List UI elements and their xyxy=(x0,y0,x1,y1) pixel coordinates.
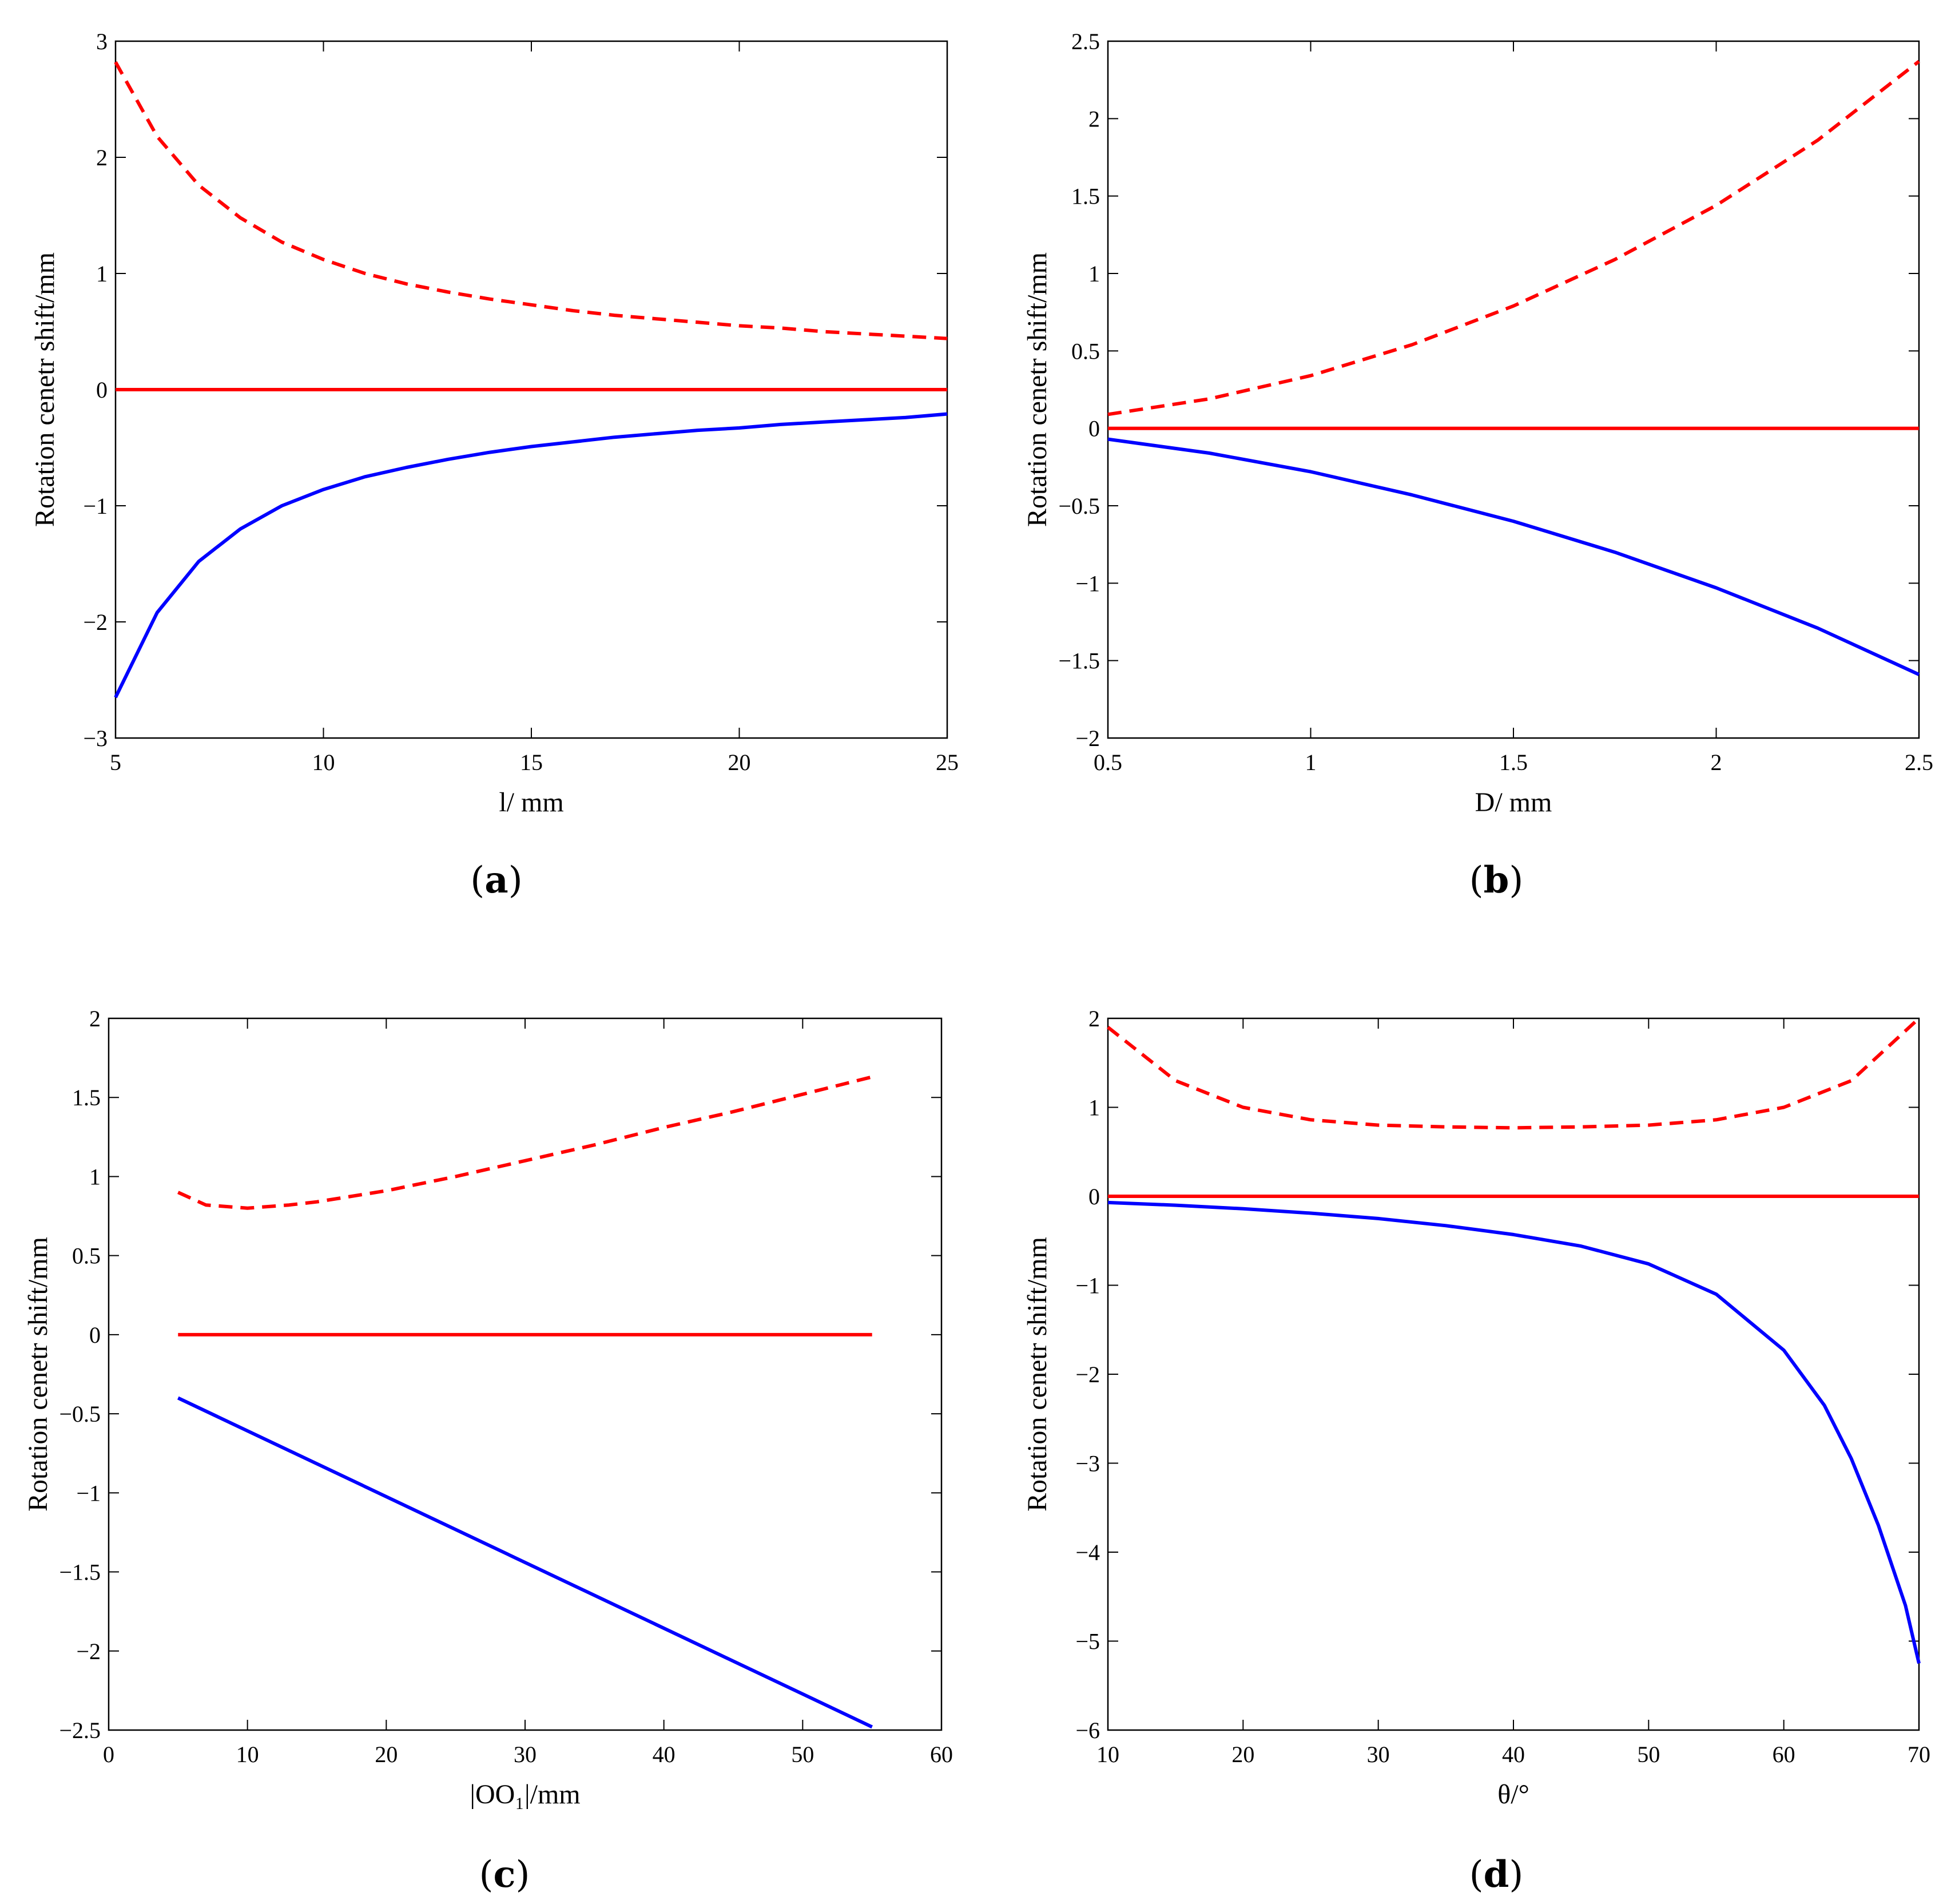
y-tick-label: −6 xyxy=(1075,1717,1100,1743)
subplot-b: 0.5 1 1.5 2 2.5 −2 −1.5 −1 −0.5 0 0.5 1 1.5 2 2.5 D/ mm… xyxy=(1022,29,1933,902)
x-tick-label: 15 xyxy=(520,749,543,775)
y-axis-label: Rotation cenetr shift/mm xyxy=(23,1237,53,1512)
series-line-0 xyxy=(177,1075,873,1210)
x-tick-label: 5 xyxy=(110,749,121,775)
y-tick-label: −1 xyxy=(1075,570,1100,596)
subplot-c: 0 10 20 30 40 50 60 −2.5 −2 −1.5 −1 −0.5 0 0.5 1 1.5 2 |O… xyxy=(23,1006,953,1896)
series-line-2 xyxy=(1107,1200,1921,1664)
x-tick-label: 40 xyxy=(653,1742,676,1767)
series-line-0 xyxy=(1107,60,1920,416)
x-axis-label: θ/° xyxy=(1497,1779,1529,1810)
y-tick-label: 0 xyxy=(96,377,108,403)
subplot-caption: (c) xyxy=(479,1853,530,1896)
y-tick-label: −4 xyxy=(1075,1540,1100,1565)
series-line-0 xyxy=(1107,1017,1921,1130)
x-axis-label: l/ mm xyxy=(499,787,563,818)
y-tick-label: 0 xyxy=(89,1322,101,1348)
x-tick-label: 0.5 xyxy=(1094,749,1122,775)
y-tick-label: −0.5 xyxy=(59,1401,101,1427)
caption-letter: b xyxy=(1484,859,1509,902)
y-tick-label: −2.5 xyxy=(59,1717,101,1743)
series-line-2 xyxy=(1107,437,1920,676)
x-tick-label: 20 xyxy=(728,749,751,775)
y-tick-label: −1 xyxy=(1075,1273,1100,1299)
y-tick-label: 0 xyxy=(1088,1184,1100,1209)
y-tick-label: 1.5 xyxy=(72,1085,101,1110)
series-line-2 xyxy=(114,412,948,699)
x-tick-label: 1.5 xyxy=(1499,749,1528,775)
y-tick-label: −5 xyxy=(1075,1629,1100,1655)
y-tick-label: −2 xyxy=(83,609,108,635)
y-tick-label: −1.5 xyxy=(59,1560,101,1585)
y-tick-label: −1 xyxy=(76,1480,101,1506)
y-tick-label: 2 xyxy=(1088,1006,1100,1032)
y-tick-label: 1 xyxy=(1088,261,1100,287)
subplot-a: 5 10 15 20 25 −3 −2 −1 0 1 2 3 l/ mm Rotation cenetr … xyxy=(30,29,959,902)
plot-frame xyxy=(1107,1017,1920,1731)
subplot-caption: (a) xyxy=(470,859,522,902)
y-tick-label: 0.5 xyxy=(72,1243,101,1269)
caption-letter: d xyxy=(1484,1853,1509,1896)
series-line-2 xyxy=(177,1396,873,1729)
y-tick-label: 2.5 xyxy=(1071,29,1100,54)
y-tick-label: 2 xyxy=(96,145,108,170)
y-axis-label: Rotation cenetr shift/mm xyxy=(1022,1237,1052,1512)
plot-frame xyxy=(1107,40,1920,739)
y-tick-label: −1.5 xyxy=(1058,648,1100,674)
x-tick-label: 2 xyxy=(1711,749,1722,775)
y-tick-label: 1 xyxy=(89,1164,101,1189)
y-tick-label: −2 xyxy=(1075,1362,1100,1387)
x-tick-label: 0 xyxy=(103,1742,114,1767)
y-tick-label: 1 xyxy=(1088,1095,1100,1121)
y-tick-label: 0 xyxy=(1088,416,1100,442)
x-tick-label: 10 xyxy=(236,1742,259,1767)
x-tick-label: 30 xyxy=(1367,1742,1390,1767)
x-tick-label: 60 xyxy=(930,1742,953,1767)
plot-frame xyxy=(108,1017,943,1731)
x-axis-label: |OO₁|/mm xyxy=(470,1779,580,1810)
x-tick-label: 40 xyxy=(1502,1742,1525,1767)
y-tick-label: −3 xyxy=(1075,1451,1100,1477)
subplot-caption: (d) xyxy=(1469,1853,1524,1896)
y-tick-label: 2 xyxy=(1088,106,1100,132)
x-tick-label: 10 xyxy=(1096,1742,1119,1767)
x-tick-label: 50 xyxy=(1637,1742,1660,1767)
x-tick-label: 2.5 xyxy=(1905,749,1933,775)
y-tick-label: −1 xyxy=(83,493,108,519)
x-tick-label: 50 xyxy=(791,1742,814,1767)
y-tick-label: −3 xyxy=(83,725,108,751)
y-axis-label: Rotation cenetr shift/mm xyxy=(30,252,60,527)
y-tick-label: 1.5 xyxy=(1071,184,1100,209)
series-line-0 xyxy=(114,61,948,340)
x-tick-label: 20 xyxy=(1231,1742,1254,1767)
x-tick-label: 60 xyxy=(1773,1742,1795,1767)
x-tick-label: 70 xyxy=(1908,1742,1930,1767)
y-tick-label: −0.5 xyxy=(1058,493,1100,519)
y-tick-label: 3 xyxy=(96,29,108,54)
subplot-d: 10 20 30 40 50 60 70 −6 −5 −4 −3 −2 −1 0 1 2 θ/° Rotation… xyxy=(1022,1006,1930,1896)
x-axis-label: D/ mm xyxy=(1475,787,1552,818)
y-tick-label: 1 xyxy=(96,261,108,287)
subplot-caption: (b) xyxy=(1469,859,1524,902)
x-tick-label: 10 xyxy=(312,749,335,775)
y-axis-label: Rotation cenetr shift/mm xyxy=(1022,252,1052,527)
y-tick-label: 0.5 xyxy=(1071,338,1100,364)
x-tick-label: 25 xyxy=(936,749,959,775)
x-tick-label: 20 xyxy=(375,1742,398,1767)
caption-letter: a xyxy=(484,859,508,902)
y-tick-label: 2 xyxy=(89,1006,101,1032)
y-tick-label: −2 xyxy=(1075,725,1100,751)
x-tick-label: 1 xyxy=(1305,749,1317,775)
y-tick-label: −2 xyxy=(76,1639,101,1664)
caption-letter: c xyxy=(494,1853,516,1896)
x-tick-label: 30 xyxy=(514,1742,537,1767)
